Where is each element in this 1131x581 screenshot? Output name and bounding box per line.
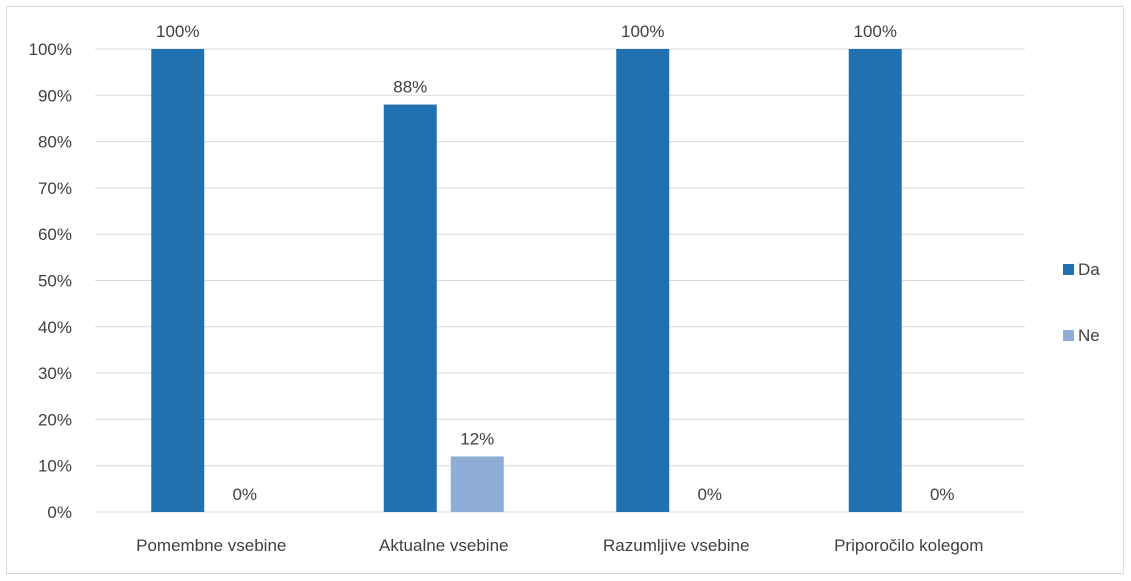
bar-da bbox=[151, 49, 205, 512]
x-tick-label: Priporočilo kolegom bbox=[834, 536, 983, 555]
bar-da bbox=[848, 49, 902, 512]
bars bbox=[151, 49, 902, 512]
legend-label: Da bbox=[1078, 260, 1100, 279]
bar-da bbox=[383, 104, 437, 512]
x-tick-label: Razumljive vsebine bbox=[603, 536, 749, 555]
data-label: 0% bbox=[697, 485, 722, 504]
data-label: 12% bbox=[460, 429, 494, 448]
y-tick-label: 100% bbox=[29, 40, 72, 59]
y-tick-label: 80% bbox=[38, 133, 72, 152]
y-tick-label: 20% bbox=[38, 410, 72, 429]
bar-da bbox=[616, 49, 670, 512]
data-label: 100% bbox=[621, 22, 664, 41]
y-tick-label: 0% bbox=[47, 503, 72, 522]
legend-swatch-ne bbox=[1063, 330, 1074, 341]
y-tick-label: 30% bbox=[38, 364, 72, 383]
y-tick-label: 10% bbox=[38, 457, 72, 476]
legend-label: Ne bbox=[1078, 326, 1100, 345]
legend-swatch-da bbox=[1063, 264, 1074, 275]
x-axis-ticks: Pomembne vsebine Aktualne vsebine Razumlji… bbox=[136, 536, 983, 555]
y-tick-label: 60% bbox=[38, 225, 72, 244]
data-label: 88% bbox=[393, 78, 427, 97]
data-labels: 100% 0% 88% 12% 100% 0% 100% 0% bbox=[156, 22, 955, 504]
x-tick-label: Pomembne vsebine bbox=[136, 536, 286, 555]
data-label: 0% bbox=[232, 485, 257, 504]
y-tick-label: 40% bbox=[38, 318, 72, 337]
data-label: 100% bbox=[156, 22, 199, 41]
y-tick-label: 90% bbox=[38, 86, 72, 105]
y-axis-ticks: 0% 10% 20% 30% 40% 50% 60% 70% 80% 90% 100% bbox=[29, 40, 72, 522]
y-tick-label: 70% bbox=[38, 179, 72, 198]
bar-ne bbox=[450, 456, 504, 512]
data-label: 0% bbox=[930, 485, 955, 504]
legend: Da Ne bbox=[1063, 260, 1100, 345]
x-tick-label: Aktualne vsebine bbox=[379, 536, 508, 555]
data-label: 100% bbox=[854, 22, 897, 41]
y-tick-label: 50% bbox=[38, 272, 72, 291]
